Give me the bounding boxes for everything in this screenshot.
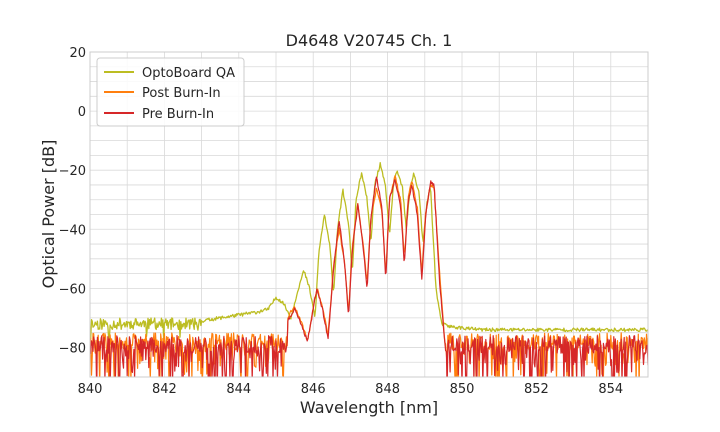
x-tick-label: 842 <box>152 382 177 397</box>
y-tick-label: −20 <box>59 164 86 179</box>
y-axis-label: Optical Power [dB] <box>39 140 58 289</box>
x-tick-label: 854 <box>598 382 623 397</box>
y-tick-label: 0 <box>78 105 86 120</box>
y-tick-label: −40 <box>59 223 86 238</box>
series-layer <box>90 162 648 377</box>
series-optoboard-qa <box>90 162 648 342</box>
legend: OptoBoard QA Post Burn-In Pre Burn-In <box>96 57 245 127</box>
legend-label-post-burn-in: Post Burn-In <box>142 86 221 101</box>
y-tick-label: −80 <box>59 341 86 356</box>
series-pre-burn-in <box>90 176 648 377</box>
plot-frame <box>89 51 649 378</box>
x-tick-label: 846 <box>301 382 326 397</box>
x-tick-label: 840 <box>78 382 103 397</box>
legend-label-pre-burn-in: Pre Burn-In <box>142 107 214 122</box>
x-tick-label: 844 <box>226 382 251 397</box>
legend-box <box>96 57 245 127</box>
x-tick-label: 850 <box>450 382 475 397</box>
x-axis-label: Wavelength [nm] <box>300 398 438 417</box>
x-tick-label: 848 <box>375 382 400 397</box>
x-tick-labels: 840 842 844 846 848 850 852 854 <box>78 382 624 397</box>
y-tick-labels: −80 −60 −40 −20 0 20 <box>59 46 86 356</box>
x-tick-label: 852 <box>524 382 549 397</box>
y-tick-label: −60 <box>59 282 86 297</box>
y-tick-label: 20 <box>69 46 86 61</box>
chart-title: D4648 V20745 Ch. 1 <box>286 31 453 50</box>
legend-label-optoboard-qa: OptoBoard QA <box>142 66 235 81</box>
